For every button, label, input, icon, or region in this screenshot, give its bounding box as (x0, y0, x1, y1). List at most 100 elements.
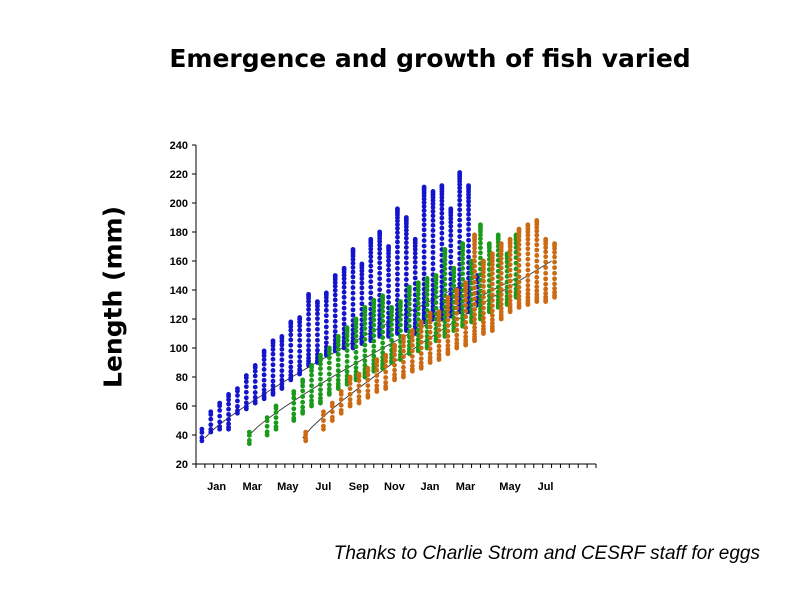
data-point (534, 284, 540, 290)
data-point (279, 357, 285, 363)
data-point (315, 316, 320, 322)
data-point (421, 227, 427, 233)
data-point (472, 325, 477, 330)
data-point (534, 269, 540, 275)
data-point (409, 348, 415, 354)
data-point (362, 312, 368, 318)
data-point (350, 274, 356, 280)
data-point (516, 263, 522, 268)
data-point (377, 287, 383, 293)
data-point (412, 259, 418, 265)
data-point (516, 279, 522, 285)
data-point (359, 295, 365, 301)
data-point (323, 298, 329, 304)
data-point (516, 242, 522, 247)
data-point (365, 377, 371, 383)
data-point (457, 234, 463, 239)
data-point (309, 401, 314, 407)
data-point (406, 306, 412, 312)
data-point (386, 289, 391, 294)
data-point (489, 262, 495, 268)
data-point (309, 388, 314, 394)
data-point (356, 394, 362, 400)
data-point (371, 317, 377, 323)
y-tick-label: 240 (170, 140, 188, 152)
data-point (368, 284, 374, 290)
data-point (350, 296, 356, 302)
data-point (472, 307, 477, 312)
data-point (466, 232, 471, 238)
data-point (427, 355, 433, 360)
data-point (332, 273, 338, 278)
data-point (297, 363, 303, 369)
data-point (386, 244, 391, 249)
data-point (270, 378, 276, 384)
data-point (321, 409, 326, 415)
data-point (395, 239, 400, 245)
y-tick-label: 40 (176, 430, 188, 442)
data-point (534, 218, 540, 223)
data-point (347, 401, 353, 407)
data-point (421, 212, 427, 218)
data-point (406, 312, 412, 318)
data-point (427, 319, 433, 325)
data-point (472, 245, 477, 251)
data-point (344, 337, 350, 343)
data-point (489, 266, 495, 272)
data-point (418, 339, 424, 345)
data-point (288, 372, 294, 378)
data-point (436, 338, 442, 344)
data-point (498, 276, 504, 281)
data-point (332, 287, 338, 293)
data-point (401, 359, 406, 365)
data-point (383, 363, 389, 369)
data-point (270, 356, 276, 362)
data-point (332, 308, 338, 313)
data-point (297, 348, 303, 354)
data-point (374, 363, 380, 368)
data-point (273, 420, 279, 426)
data-point (217, 407, 223, 413)
x-tick-label: May (499, 481, 521, 493)
data-point (341, 284, 347, 290)
data-point (463, 303, 469, 308)
data-point (481, 258, 486, 264)
data-point (466, 249, 471, 254)
data-point (507, 273, 513, 278)
data-point (489, 251, 495, 257)
data-point (498, 286, 504, 292)
data-point (208, 416, 214, 422)
data-point (481, 269, 486, 275)
data-point (323, 335, 329, 341)
data-point (341, 265, 347, 271)
data-point (309, 363, 314, 368)
data-point (362, 353, 368, 359)
data-point (507, 298, 513, 303)
data-point (415, 301, 421, 306)
data-point (439, 241, 445, 247)
data-point (481, 274, 486, 279)
data-point (412, 250, 418, 256)
data-point (415, 311, 421, 317)
data-point (371, 322, 377, 328)
data-point (315, 307, 320, 313)
data-point (264, 429, 270, 435)
data-point (341, 294, 347, 300)
data-point (448, 233, 454, 238)
data-point (288, 354, 294, 359)
data-point (427, 335, 433, 341)
data-point (436, 333, 442, 339)
data-point (270, 373, 276, 379)
data-point (421, 222, 427, 228)
data-point (430, 222, 436, 228)
data-point (534, 258, 540, 264)
data-point (442, 266, 448, 272)
data-point (217, 419, 223, 425)
data-point (353, 360, 359, 366)
data-point (389, 313, 394, 318)
data-point (306, 343, 311, 348)
data-point (380, 313, 386, 319)
data-point (552, 289, 557, 295)
data-point (466, 211, 471, 217)
